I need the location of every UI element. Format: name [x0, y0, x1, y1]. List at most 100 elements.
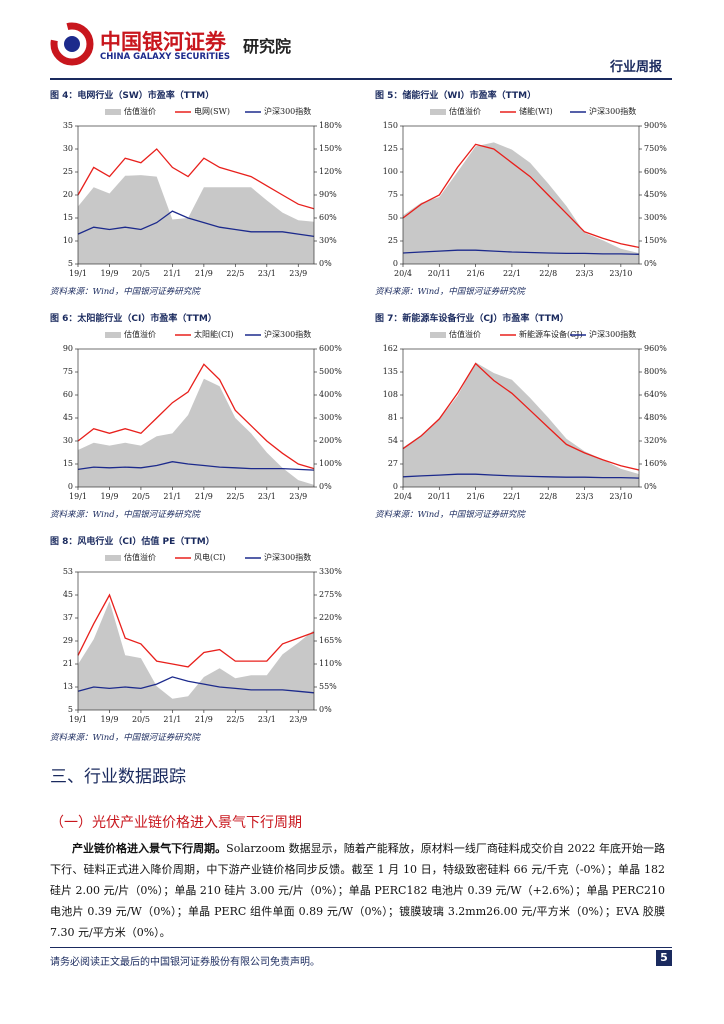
- y2-tick-label: 450%: [644, 190, 667, 199]
- y-tick-label: 0: [68, 482, 73, 491]
- y2-tick-label: 0%: [319, 482, 332, 491]
- y2-tick-label: 60%: [319, 213, 337, 222]
- chart: 估值溢价 新能源车设备(CJ) 沪深300指数 0 27 54 81 108 135 162 0% 1…: [383, 329, 668, 501]
- y-tick-label: 54: [388, 436, 398, 445]
- line: [77, 461, 315, 471]
- area: [78, 175, 314, 264]
- figure-caption: 图 6：太阳能行业（CI）市盈率（TTM）: [50, 314, 217, 324]
- figure-caption: 图 8：风电行业（CI）估值 PE（TTM）: [50, 537, 215, 547]
- y-tick-label: 90: [63, 344, 73, 353]
- y-tick-label: 53: [63, 567, 73, 576]
- line: [402, 473, 640, 479]
- legend-label: 估值溢价: [124, 329, 156, 339]
- legend-label: 沪深300指数: [589, 329, 636, 339]
- x-tick-label: 23/1: [258, 715, 276, 724]
- section-title: 三、行业数据跟踪: [50, 767, 186, 787]
- y2-tick-label: 0%: [319, 259, 332, 268]
- y2-tick-label: 330%: [319, 567, 342, 576]
- y-tick-label: 30: [63, 144, 73, 153]
- x-tick-label: 19/9: [100, 492, 118, 501]
- y2-tick-label: 30%: [319, 236, 337, 245]
- body-text: Solarzoom 数据显示，随着产能释放，原材料一线厂商硅料成交价自 2022…: [50, 842, 666, 939]
- legend-label: 储能(WI): [519, 106, 553, 116]
- institute: 研究院: [243, 37, 292, 56]
- y2-tick-label: 750%: [644, 144, 667, 153]
- x-tick-label: 22/5: [226, 269, 244, 278]
- lead: 产业链价格进入景气下行周期。: [72, 842, 227, 855]
- y2-tick-label: 0%: [644, 482, 657, 491]
- line: [77, 210, 315, 238]
- footer-rule: [50, 947, 672, 948]
- y2-tick-label: 960%: [644, 344, 667, 353]
- x-tick-label: 21/6: [467, 492, 485, 501]
- line: [77, 593, 315, 668]
- y-tick-label: 15: [63, 459, 73, 468]
- y-tick-label: 100: [383, 167, 398, 176]
- y2-tick-label: 160%: [644, 459, 667, 468]
- x-tick-label: 19/1: [69, 715, 87, 724]
- area: [403, 142, 639, 264]
- y2-tick-label: 100%: [319, 459, 342, 468]
- line: [402, 249, 640, 255]
- header-rule: [50, 78, 672, 80]
- y-tick-label: 35: [63, 121, 73, 130]
- x-tick-label: 19/1: [69, 269, 87, 278]
- x-tick-label: 20/11: [428, 492, 451, 501]
- y-tick-label: 75: [388, 190, 398, 199]
- x-tick-label: 22/1: [503, 269, 521, 278]
- area: [403, 362, 639, 487]
- y2-tick-label: 275%: [319, 590, 342, 599]
- figure-source: 资料来源：Wind，中国银河证券研究院: [375, 287, 525, 297]
- x-tick-label: 23/1: [258, 492, 276, 501]
- chart: 估值溢价 太阳能(CI) 沪深300指数 0 15 30 45 60 75 90 0% 100% 200…: [63, 329, 342, 501]
- legend-label: 沪深300指数: [264, 329, 311, 339]
- y2-tick-label: 90%: [319, 190, 337, 199]
- x-tick-label: 22/5: [226, 492, 244, 501]
- legend-label: 新能源车设备(CJ): [519, 329, 583, 339]
- logo-cn: 中国银河证券: [100, 30, 226, 54]
- x-tick-label: 21/1: [163, 492, 181, 501]
- x-tick-label: 21/9: [195, 269, 213, 278]
- figure-caption: 图 5：储能行业（WI）市盈率（TTM）: [375, 91, 537, 101]
- y2-tick-label: 165%: [319, 636, 342, 645]
- figure-source: 资料来源：Wind，中国银河证券研究院: [50, 733, 200, 743]
- figure-source: 资料来源：Wind，中国银河证券研究院: [50, 510, 200, 520]
- legend-label: 估值溢价: [124, 552, 156, 562]
- y2-tick-label: 150%: [319, 144, 342, 153]
- x-tick-label: 20/5: [132, 492, 150, 501]
- y2-tick-label: 600%: [319, 344, 342, 353]
- x-tick-label: 23/3: [576, 492, 594, 501]
- y-tick-label: 30: [63, 436, 73, 445]
- x-tick-label: 23/9: [289, 715, 307, 724]
- y2-tick-label: 300%: [644, 213, 667, 222]
- y2-tick-label: 600%: [644, 167, 667, 176]
- y2-tick-label: 55%: [319, 682, 337, 691]
- y-tick-label: 21: [63, 659, 73, 668]
- y2-tick-label: 400%: [319, 390, 342, 399]
- y2-tick-label: 110%: [319, 659, 342, 668]
- logo-en: CHINA GALAXY SECURITIES: [100, 52, 231, 62]
- section-subtitle: （一）光伏产业链价格进入景气下行周期: [50, 815, 302, 831]
- legend-swatch: [105, 109, 121, 115]
- line: [77, 676, 315, 694]
- x-tick-label: 20/4: [394, 492, 412, 501]
- figure-caption: 图 4：电网行业（SW）市盈率（TTM）: [50, 91, 215, 101]
- figure-source: 资料来源：Wind，中国银河证券研究院: [375, 510, 525, 520]
- legend-swatch: [105, 555, 121, 561]
- figure-source: 资料来源：Wind，中国银河证券研究院: [50, 287, 200, 297]
- chart: 估值溢价 储能(WI) 沪深300指数 0 25 50 75 100 125 150 0% 150% 3…: [383, 106, 668, 278]
- line: [77, 148, 315, 210]
- y2-tick-label: 320%: [644, 436, 667, 445]
- y2-tick-label: 800%: [644, 367, 667, 376]
- y-tick-label: 45: [63, 590, 73, 599]
- y2-tick-label: 500%: [319, 367, 342, 376]
- legend-label: 沪深300指数: [264, 106, 311, 116]
- x-tick-label: 19/1: [69, 492, 87, 501]
- y2-tick-label: 640%: [644, 390, 667, 399]
- legend-swatch: [430, 332, 446, 338]
- y2-tick-label: 0%: [644, 259, 657, 268]
- y-tick-label: 27: [388, 459, 398, 468]
- legend-label: 估值溢价: [124, 106, 156, 116]
- legend-label: 电网(SW): [194, 106, 230, 116]
